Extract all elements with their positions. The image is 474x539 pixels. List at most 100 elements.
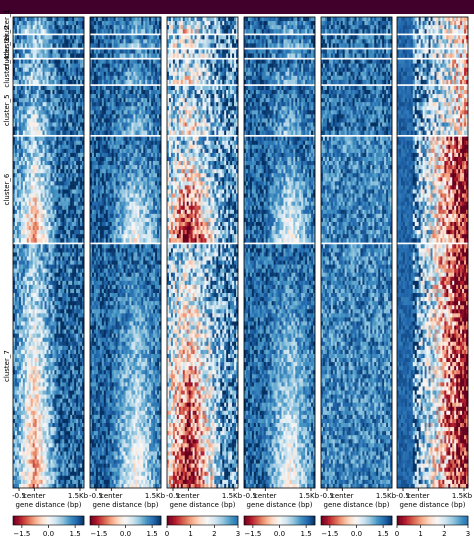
heatmap-cell <box>94 21 96 25</box>
heatmap-cell <box>76 76 78 80</box>
heatmap-cell <box>139 94 141 98</box>
heatmap-cell <box>49 256 51 260</box>
heatmap-cell <box>15 382 17 386</box>
heatmap-cell <box>62 317 64 321</box>
heatmap-cell <box>68 72 70 76</box>
heatmap-cell <box>70 407 72 411</box>
heatmap-cell <box>80 269 82 273</box>
heatmap-cell <box>45 68 47 72</box>
heatmap-cell <box>60 472 62 476</box>
heatmap-cell <box>19 76 21 80</box>
heatmap-cell <box>21 269 23 273</box>
heatmap-cell <box>78 169 80 173</box>
heatmap-cell <box>21 169 23 173</box>
heatmap-cell <box>68 407 70 411</box>
heatmap-cell <box>122 86 124 90</box>
heatmap-cell <box>110 49 112 53</box>
heatmap-cell <box>39 313 41 317</box>
heatmap-cell <box>25 261 27 265</box>
heatmap-cell <box>80 234 82 238</box>
heatmap-cell <box>39 460 41 464</box>
heatmap-cell <box>58 301 60 305</box>
heatmap-cell <box>74 281 76 285</box>
heatmap-cell <box>19 185 21 189</box>
heatmap-cell <box>127 25 129 29</box>
heatmap-cell <box>50 378 52 382</box>
heatmap-cell <box>64 110 66 114</box>
heatmap-cell <box>27 49 29 53</box>
heatmap-cell <box>80 98 82 102</box>
heatmap-cell <box>72 378 74 382</box>
heatmap-cell <box>98 21 100 25</box>
heatmap-cell <box>62 76 64 80</box>
heatmap-cell <box>64 218 66 222</box>
heatmap-cell <box>54 238 56 242</box>
heatmap-cell <box>70 226 72 230</box>
heatmap-cell <box>137 86 139 90</box>
heatmap-cell <box>15 252 17 256</box>
heatmap-cell <box>62 189 64 193</box>
heatmap-cell <box>124 35 126 39</box>
heatmap-cell <box>19 218 21 222</box>
heatmap-cell <box>50 222 52 226</box>
heatmap-cell <box>74 173 76 177</box>
heatmap-cell <box>25 248 27 252</box>
heatmap-cell <box>50 476 52 480</box>
heatmap-cell <box>21 460 23 464</box>
heatmap-cell <box>23 76 25 80</box>
heatmap-cell <box>64 456 66 460</box>
heatmap-cell <box>19 173 21 177</box>
heatmap-cell <box>120 64 122 68</box>
heatmap-cell <box>76 173 78 177</box>
heatmap-cell <box>112 98 114 102</box>
heatmap-cell <box>60 230 62 234</box>
heatmap-cell <box>92 25 94 29</box>
heatmap-cell <box>33 169 35 173</box>
heatmap-cell <box>25 64 27 68</box>
heatmap-cell <box>70 256 72 260</box>
heatmap-cell <box>135 39 137 43</box>
heatmap-cell <box>68 334 70 338</box>
heatmap-cell <box>72 177 74 181</box>
heatmap-cell <box>25 285 27 289</box>
heatmap-cell <box>19 317 21 321</box>
heatmap-cell <box>41 80 43 84</box>
heatmap-cell <box>50 102 52 106</box>
heatmap-cell <box>25 149 27 153</box>
heatmap-cell <box>21 177 23 181</box>
heatmap-cell <box>37 181 39 185</box>
heatmap-cell <box>47 102 49 106</box>
heatmap-cell <box>70 472 72 476</box>
heatmap-cell <box>66 189 68 193</box>
heatmap-cell <box>60 68 62 72</box>
heatmap-cell <box>56 354 58 358</box>
heatmap-cell <box>104 94 106 98</box>
heatmap-cell <box>58 165 60 169</box>
heatmap-cell <box>120 90 122 94</box>
heatmap-cell <box>47 244 49 248</box>
heatmap-cell <box>47 35 49 39</box>
heatmap-cell <box>50 391 52 395</box>
heatmap-cell <box>137 21 139 25</box>
heatmap-cell <box>54 102 56 106</box>
heatmap-cell <box>72 443 74 447</box>
heatmap-cell <box>50 234 52 238</box>
heatmap-cell <box>54 145 56 149</box>
heatmap-cell <box>72 313 74 317</box>
heatmap-cell <box>151 86 153 90</box>
heatmap-cell <box>31 354 33 358</box>
heatmap-cell <box>49 181 51 185</box>
heatmap-cell <box>47 265 49 269</box>
heatmap-cell <box>35 427 37 431</box>
heatmap-cell <box>68 161 70 165</box>
heatmap-cell <box>33 366 35 370</box>
heatmap-cell <box>56 118 58 122</box>
heatmap-cell <box>78 301 80 305</box>
heatmap-cell <box>78 439 80 443</box>
heatmap-cell <box>39 476 41 480</box>
heatmap-cell <box>25 358 27 362</box>
heatmap-cell <box>64 80 66 84</box>
heatmap-cell <box>50 374 52 378</box>
heatmap-cell <box>122 43 124 47</box>
heatmap-cell <box>78 407 80 411</box>
